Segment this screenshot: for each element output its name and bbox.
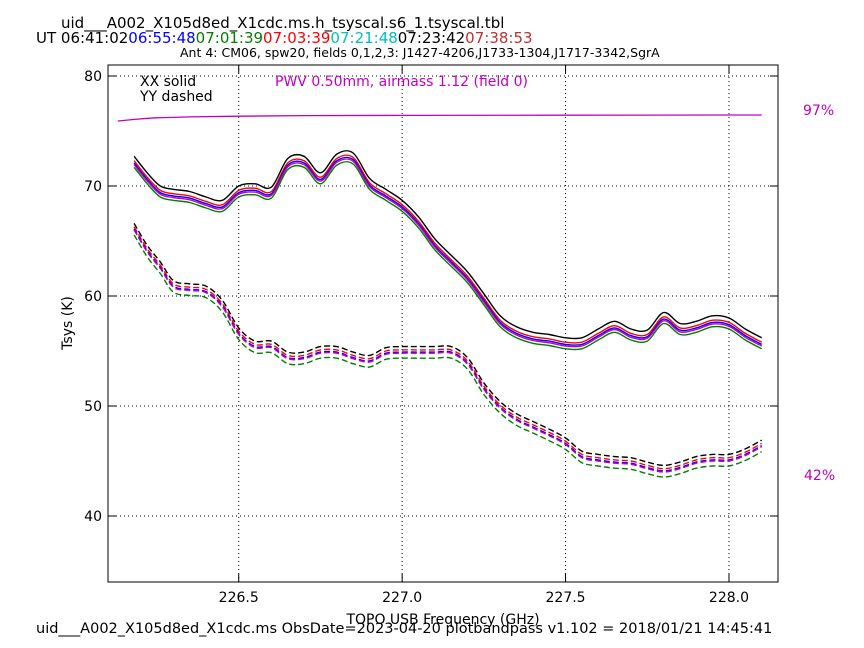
tsys-xx-line-3 (133, 158, 763, 348)
y-axis-label: Tsys (K) (60, 296, 76, 351)
x-tick-label: 227.5 (546, 590, 586, 606)
ut-time-5: 07:23:42 (397, 29, 466, 47)
tsys-xx-line-4 (133, 161, 763, 351)
ut-time-3: 07:03:39 (263, 29, 331, 47)
x-tick-label: 228.0 (709, 590, 749, 606)
tsys-xx-line-0 (133, 150, 763, 340)
transmission-high-label: 97% (803, 103, 834, 119)
tsys-yy-line-5 (133, 223, 763, 467)
transmission-curve (117, 114, 762, 122)
xx-legend-label: XX solid (140, 74, 196, 90)
y-tick-label: 70 (84, 179, 102, 195)
data-lines (117, 114, 763, 478)
x-tick-label: 226.5 (219, 590, 259, 606)
ut-time-6: 07:38:53 (465, 29, 533, 47)
tsys-yy-line-6 (133, 226, 763, 470)
tsys-yy-line-8 (133, 229, 763, 473)
footer-info: uid___A002_X105d8ed_X1cdc.ms ObsDate=202… (36, 621, 773, 637)
tsys-xx-line-1 (133, 154, 763, 344)
y-tick-label: 80 (84, 69, 102, 85)
ut-time-1: 06:55:48 (128, 29, 196, 47)
ut-prefix: UT (36, 29, 61, 47)
ut-time-line: UT 06:41:0206:55:4807:01:3907:03:3907:21… (36, 29, 533, 47)
x-tick-label: 227.0 (382, 590, 422, 606)
ut-time-2: 07:01:39 (195, 29, 264, 47)
y-tick-label: 60 (84, 289, 102, 305)
pwv-annotation: PWV 0.50mm, airmass 1.12 (field 0) (275, 74, 528, 90)
grid-lines (108, 65, 778, 582)
transmission-low-label: 42% (804, 468, 835, 484)
y-tick-label: 40 (84, 509, 102, 525)
x-axis-label: TOPO USB Frequency (GHz) (345, 612, 539, 628)
y-tick-label: 50 (84, 399, 102, 415)
ut-time-4: 07:21:48 (330, 29, 398, 47)
axis-ticks: 226.5 227.0 227.5 228.0 40 50 60 70 80 (84, 65, 778, 606)
tsys-yy-line-9 (133, 234, 763, 478)
chart-title: uid___A002_X105d8ed_X1cdc.ms.h_tsyscal.s… (61, 14, 505, 32)
tsys-xx-line-2 (133, 156, 763, 346)
ut-time-0: 06:41:02 (60, 29, 129, 47)
ut-times: 06:41:0206:55:4807:01:3907:03:3907:21:48… (61, 29, 533, 47)
yy-legend-label: YY dashed (139, 89, 213, 105)
plot-frame (107, 64, 779, 583)
chart-subtitle: Ant 4: CM06, spw20, fields 0,1,2,3: J142… (180, 45, 660, 60)
